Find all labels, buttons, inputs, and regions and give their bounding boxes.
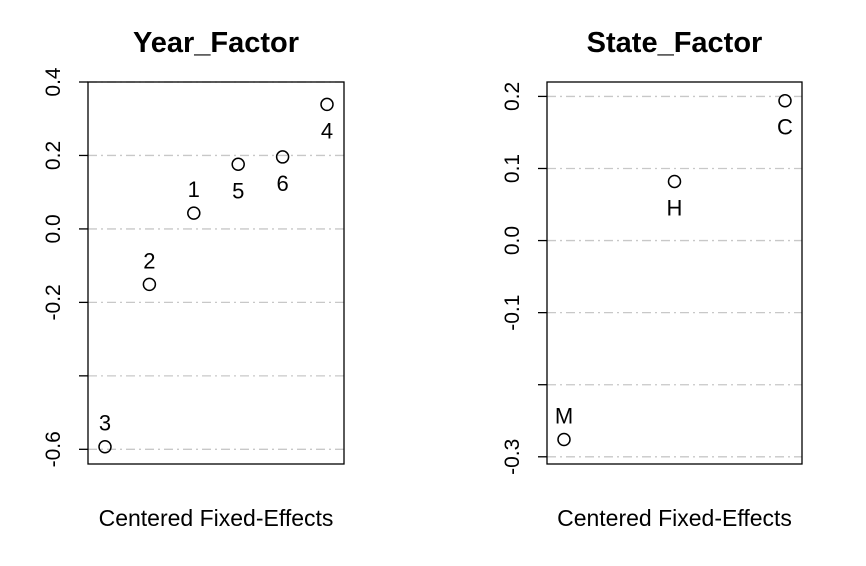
point-label: C: [777, 115, 793, 140]
data-point: [778, 93, 792, 108]
plot-frame: [87, 81, 345, 465]
data-point: [231, 157, 245, 172]
point-label: M: [555, 403, 573, 428]
y-tick-label: -0.6: [42, 431, 65, 467]
data-point: [320, 97, 334, 112]
data-point: [667, 174, 682, 189]
data-point: [142, 277, 157, 292]
point-label: 6: [276, 171, 288, 196]
point-label: 4: [321, 118, 333, 143]
point-label: 5: [232, 178, 244, 203]
point-label: H: [667, 195, 683, 220]
y-tick-label: 0.2: [42, 141, 65, 170]
data-point: [98, 439, 112, 454]
plot-frame: [546, 81, 803, 465]
point-label: 1: [188, 177, 200, 202]
data-point: [187, 206, 201, 220]
panel-1: Year_Factor 0.4 0.2 0.0 -0.2 -0.6 3 2 1 5 6 4 Center…: [42, 27, 345, 531]
chart-title: Year_Factor: [133, 27, 299, 59]
y-tick-label: 0.0: [42, 214, 65, 243]
panel-2: State_Factor 0.2 0.1 0.0 -0.1 -0.3 M H C Centered…: [501, 27, 803, 531]
y-tick-label: -0.2: [42, 284, 65, 320]
y-tick-label: 0.1: [501, 154, 524, 183]
point-label: 3: [99, 411, 111, 436]
data-point: [275, 150, 290, 164]
chart-title: State_Factor: [587, 27, 763, 59]
x-axis-label: Centered Fixed-Effects: [557, 505, 792, 531]
y-tick-label: 0.4: [42, 67, 65, 97]
y-tick-label: 0.0: [501, 226, 524, 255]
y-tick-label: 0.2: [501, 82, 524, 111]
data-point: [557, 432, 571, 447]
point-label: 2: [143, 248, 155, 273]
x-axis-label: Centered Fixed-Effects: [99, 505, 334, 531]
y-tick-label: -0.3: [501, 439, 524, 475]
y-tick-label: -0.1: [501, 295, 524, 331]
